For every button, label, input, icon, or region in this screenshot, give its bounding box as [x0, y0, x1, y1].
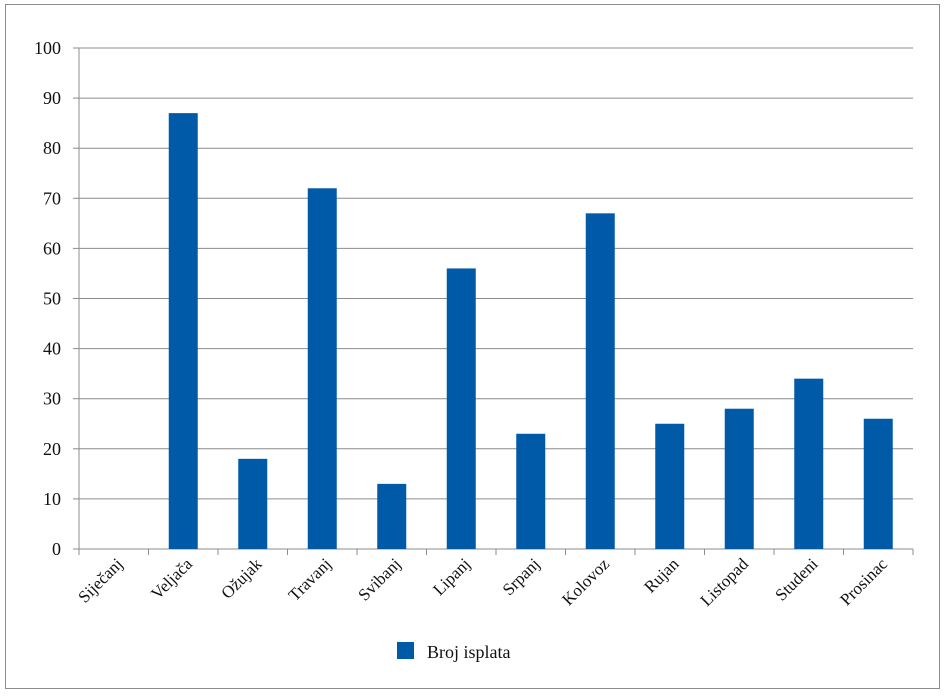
bar	[516, 433, 546, 549]
y-tick-label: 100	[34, 38, 61, 58]
bar	[168, 113, 198, 549]
x-category-label: Veljača	[147, 554, 196, 603]
x-category-label: Srpanj	[499, 554, 544, 599]
bar	[585, 213, 615, 549]
x-category-label: Listopad	[697, 554, 753, 610]
y-tick-label: 0	[52, 539, 61, 559]
x-category-label: Lipanj	[429, 554, 474, 599]
bar	[863, 418, 893, 549]
y-tick-label: 40	[43, 339, 61, 359]
x-category-label: Rujan	[640, 554, 683, 597]
x-category-label: Svibanj	[354, 554, 404, 604]
bar	[238, 458, 268, 549]
y-tick-label: 80	[43, 138, 61, 158]
x-category-label: Siječanj	[74, 554, 126, 606]
legend-swatch	[397, 642, 414, 659]
y-tick-label: 10	[43, 489, 61, 509]
y-tick-label: 50	[43, 289, 61, 309]
y-tick-label: 30	[43, 389, 61, 409]
bar	[377, 483, 407, 549]
x-category-label: Studeni	[771, 554, 821, 604]
x-category-label: Ožujak	[217, 554, 266, 603]
x-category-label: Kolovoz	[558, 554, 613, 609]
x-category-label: Prosinac	[836, 554, 891, 609]
y-tick-label: 60	[43, 238, 61, 258]
y-tick-label: 70	[43, 188, 61, 208]
x-category-label: Travanj	[285, 554, 335, 604]
bar	[446, 268, 476, 549]
bar	[794, 378, 824, 549]
bar	[307, 188, 337, 549]
y-tick-label: 90	[43, 88, 61, 108]
bar	[724, 408, 754, 549]
y-tick-label: 20	[43, 439, 61, 459]
legend-label: Broj isplata	[427, 642, 511, 662]
bar	[655, 423, 685, 549]
